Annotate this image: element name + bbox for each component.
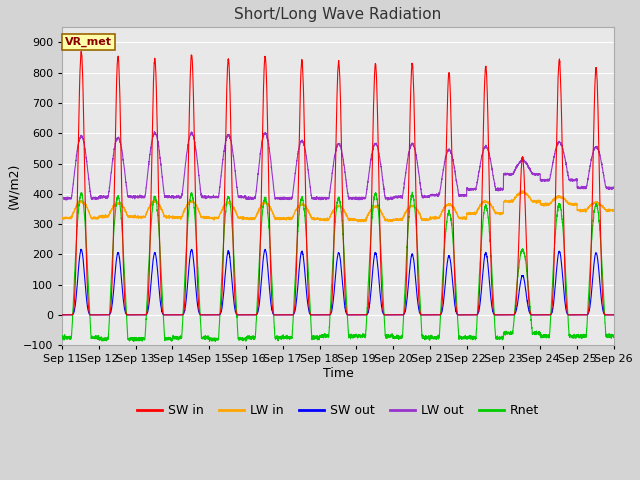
X-axis label: Time: Time (323, 367, 353, 380)
Text: VR_met: VR_met (65, 37, 112, 47)
Y-axis label: (W/m2): (W/m2) (7, 163, 20, 209)
Legend: SW in, LW in, SW out, LW out, Rnet: SW in, LW in, SW out, LW out, Rnet (132, 399, 544, 422)
Title: Short/Long Wave Radiation: Short/Long Wave Radiation (234, 7, 442, 22)
